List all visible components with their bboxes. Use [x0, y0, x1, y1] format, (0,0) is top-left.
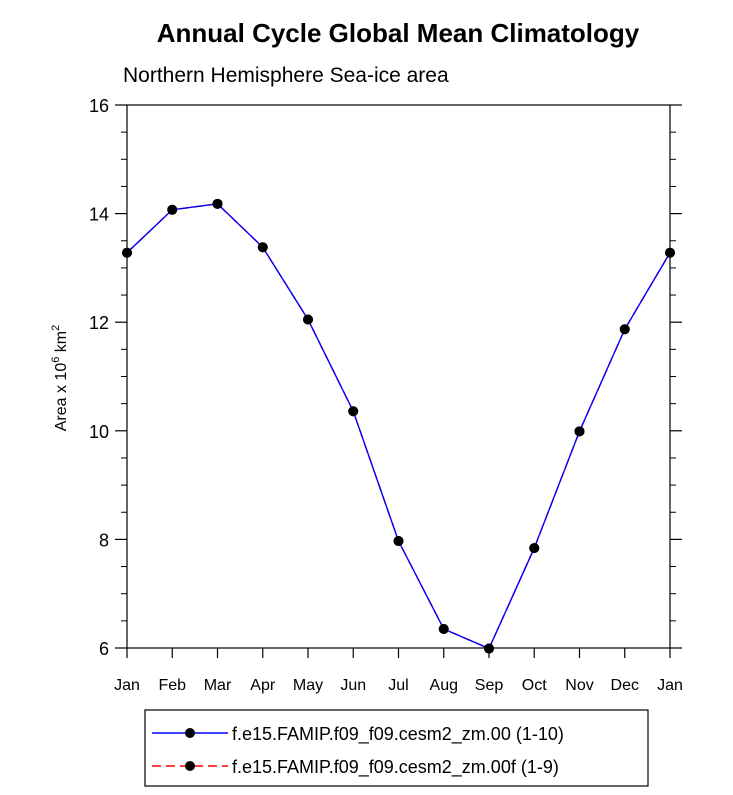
series-2-point: [212, 198, 223, 209]
series-2-point: [619, 324, 630, 335]
x-tick-label: Mar: [204, 677, 232, 694]
x-tick-label: Feb: [158, 677, 186, 694]
y-axis-label: Area x 106 km2: [50, 325, 70, 432]
plot-frame: [126, 104, 671, 649]
y-tick-label: 14: [89, 205, 109, 225]
y-tick-label: 6: [99, 639, 109, 659]
chart-title: Annual Cycle Global Mean Climatology: [157, 18, 640, 48]
series-2-point: [529, 543, 540, 554]
series-2-point: [257, 242, 268, 253]
x-tick-label: Aug: [430, 677, 458, 694]
x-tick-label: Sep: [475, 677, 504, 694]
ylabel-unit: km: [53, 331, 70, 352]
series-line-1: [126, 203, 671, 650]
series-2-point: [167, 204, 178, 215]
chart-subtitle: Northern Hemisphere Sea-ice area: [123, 64, 449, 87]
x-tick-label: Jan: [657, 677, 683, 694]
y-tick-label: 10: [89, 422, 109, 442]
series-2-point: [574, 426, 585, 437]
x-tick-label: Jun: [340, 677, 366, 694]
x-tick-label: Jan: [114, 677, 140, 694]
y-tick-label: 12: [89, 313, 109, 333]
svg-text:Area x 106 km2: Area x 106 km2: [50, 325, 70, 432]
series-2-point: [122, 247, 132, 258]
x-tick-label: Oct: [522, 677, 547, 694]
x-tick-label: Jul: [388, 677, 408, 694]
x-tick-label: Dec: [611, 677, 639, 694]
ylabel-exponent: 6: [50, 357, 62, 363]
legend-label-1: f.e15.FAMIP.f09_f09.cesm2_zm.00 (1-10): [232, 724, 564, 745]
series-2-point: [303, 314, 313, 325]
legend-label-2: f.e15.FAMIP.f09_f09.cesm2_zm.00f (1-9): [232, 757, 559, 778]
y-tick-label: 16: [89, 96, 109, 116]
y-tick-label: 8: [99, 530, 109, 550]
series-line-2: [126, 203, 671, 650]
ylabel-unit-exponent: 2: [50, 325, 62, 331]
ylabel-prefix: Area x 10: [53, 363, 70, 432]
legend-marker-1: [185, 728, 195, 738]
series-2-point: [348, 406, 359, 417]
legend-box: [144, 709, 649, 787]
x-tick-label: Apr: [250, 677, 276, 694]
series-2-point: [393, 536, 404, 547]
series-2-point: [438, 623, 449, 634]
x-tick-label: May: [293, 677, 323, 694]
series-2-point: [665, 247, 675, 258]
legend-marker-2: [185, 761, 195, 771]
series-2-point: [484, 643, 494, 654]
x-tick-label: Nov: [565, 677, 593, 694]
